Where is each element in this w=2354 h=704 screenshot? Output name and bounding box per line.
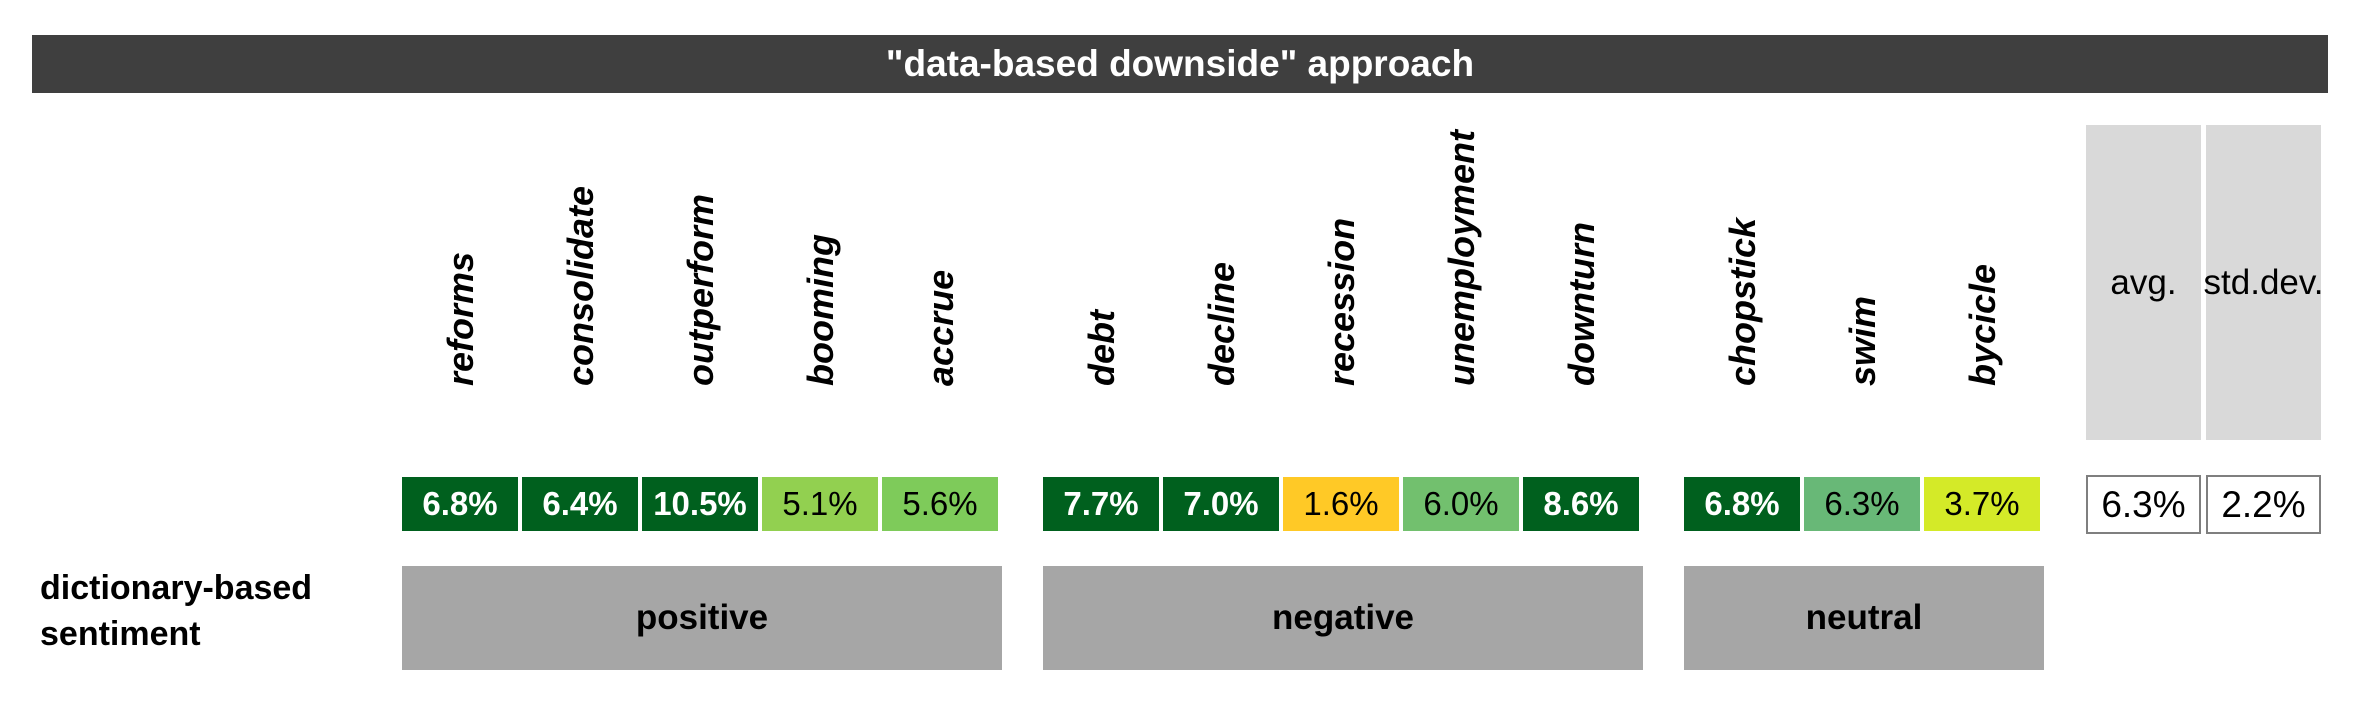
group-label-positive: positive — [402, 566, 1002, 670]
value-cell-downturn: 8.6% — [1523, 477, 1639, 531]
value-cell-booming: 5.1% — [762, 477, 878, 531]
word-label-outperform: outperform — [680, 194, 721, 386]
row-label: dictionary-based sentiment — [40, 566, 312, 658]
word-label-consolidate: consolidate — [560, 185, 601, 386]
value-cell-accrue: 5.6% — [882, 477, 998, 531]
stat-header-1: std. dev. — [2204, 125, 2324, 440]
stat-header-0: avg. — [2086, 125, 2201, 440]
word-label-unemployment: unemployment — [1441, 129, 1482, 386]
value-cell-debt: 7.7% — [1043, 477, 1159, 531]
stat-value-1: 2.2% — [2206, 475, 2321, 534]
value-cell-recession: 1.6% — [1283, 477, 1399, 531]
row-label-line2: sentiment — [40, 614, 201, 653]
word-label-reforms: reforms — [440, 251, 481, 386]
stat-value-0: 6.3% — [2086, 475, 2201, 534]
group-label-neutral: neutral — [1684, 566, 2044, 670]
value-cell-outperform: 10.5% — [642, 477, 758, 531]
word-label-decline: decline — [1201, 261, 1242, 386]
value-cell-swim: 6.3% — [1804, 477, 1920, 531]
value-cell-decline: 7.0% — [1163, 477, 1279, 531]
word-label-accrue: accrue — [920, 269, 961, 386]
value-cell-bycicle: 3.7% — [1924, 477, 2040, 531]
value-cell-unemployment: 6.0% — [1403, 477, 1519, 531]
chart-title: "data-based downside" approach — [32, 35, 2328, 93]
value-cell-chopstick: 6.8% — [1684, 477, 1800, 531]
word-label-downturn: downturn — [1561, 222, 1602, 386]
word-label-debt: debt — [1081, 310, 1122, 386]
value-cell-reforms: 6.8% — [402, 477, 518, 531]
word-label-recession: recession — [1321, 217, 1362, 386]
word-label-booming: booming — [800, 234, 841, 386]
word-label-chopstick: chopstick — [1722, 217, 1763, 386]
word-label-swim: swim — [1842, 295, 1883, 386]
word-label-bycicle: bycicle — [1962, 263, 2003, 386]
row-label-line1: dictionary-based — [40, 569, 313, 607]
group-label-negative: negative — [1043, 566, 1643, 670]
value-cell-consolidate: 6.4% — [522, 477, 638, 531]
